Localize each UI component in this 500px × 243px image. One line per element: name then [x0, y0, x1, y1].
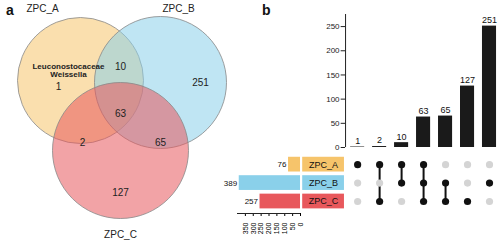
svg-text:65: 65: [155, 137, 167, 148]
svg-text:251: 251: [482, 15, 497, 25]
svg-text:ZPC_C: ZPC_C: [309, 196, 339, 206]
svg-text:10: 10: [397, 132, 407, 142]
svg-text:200: 200: [265, 222, 272, 234]
svg-text:389: 389: [224, 179, 238, 188]
svg-text:1: 1: [355, 136, 360, 146]
svg-text:0: 0: [297, 222, 304, 226]
svg-text:150: 150: [326, 71, 340, 80]
svg-text:65: 65: [441, 105, 451, 115]
svg-text:200: 200: [326, 46, 340, 55]
svg-text:150: 150: [273, 222, 280, 234]
svg-text:ZPC_A: ZPC_A: [26, 3, 59, 14]
html-text:b: b: [262, 2, 271, 18]
svg-text:76: 76: [278, 160, 287, 169]
svg-text:10: 10: [115, 61, 127, 72]
svg-text:LeuconostocaceaeWeissella: LeuconostocaceaeWeissella: [32, 62, 105, 79]
svg-text:0: 0: [335, 143, 340, 152]
svg-text:100: 100: [326, 95, 340, 104]
svg-text:ZPC_B: ZPC_B: [309, 178, 338, 188]
svg-text:127: 127: [460, 75, 475, 85]
svg-text:2: 2: [377, 135, 382, 145]
svg-text:1: 1: [56, 81, 62, 92]
svg-text:50: 50: [331, 119, 340, 128]
svg-text:ZPC_C: ZPC_C: [104, 229, 137, 240]
svg-text:63: 63: [115, 108, 127, 119]
svg-text:257: 257: [245, 197, 259, 206]
svg-text:63: 63: [419, 106, 429, 116]
svg-text:350: 350: [242, 222, 249, 234]
svg-text:100: 100: [281, 222, 288, 234]
svg-text:251: 251: [192, 77, 209, 88]
svg-text:250: 250: [257, 222, 264, 234]
svg-text:ZPC_A: ZPC_A: [309, 160, 338, 170]
svg-text:50: 50: [289, 222, 296, 230]
svg-text:250: 250: [326, 22, 340, 31]
svg-text:ZPC_B: ZPC_B: [162, 3, 195, 14]
html-text:a: a: [6, 2, 14, 18]
svg-text:300: 300: [249, 222, 256, 234]
svg-text:2: 2: [80, 137, 86, 148]
svg-text:127: 127: [112, 187, 129, 198]
